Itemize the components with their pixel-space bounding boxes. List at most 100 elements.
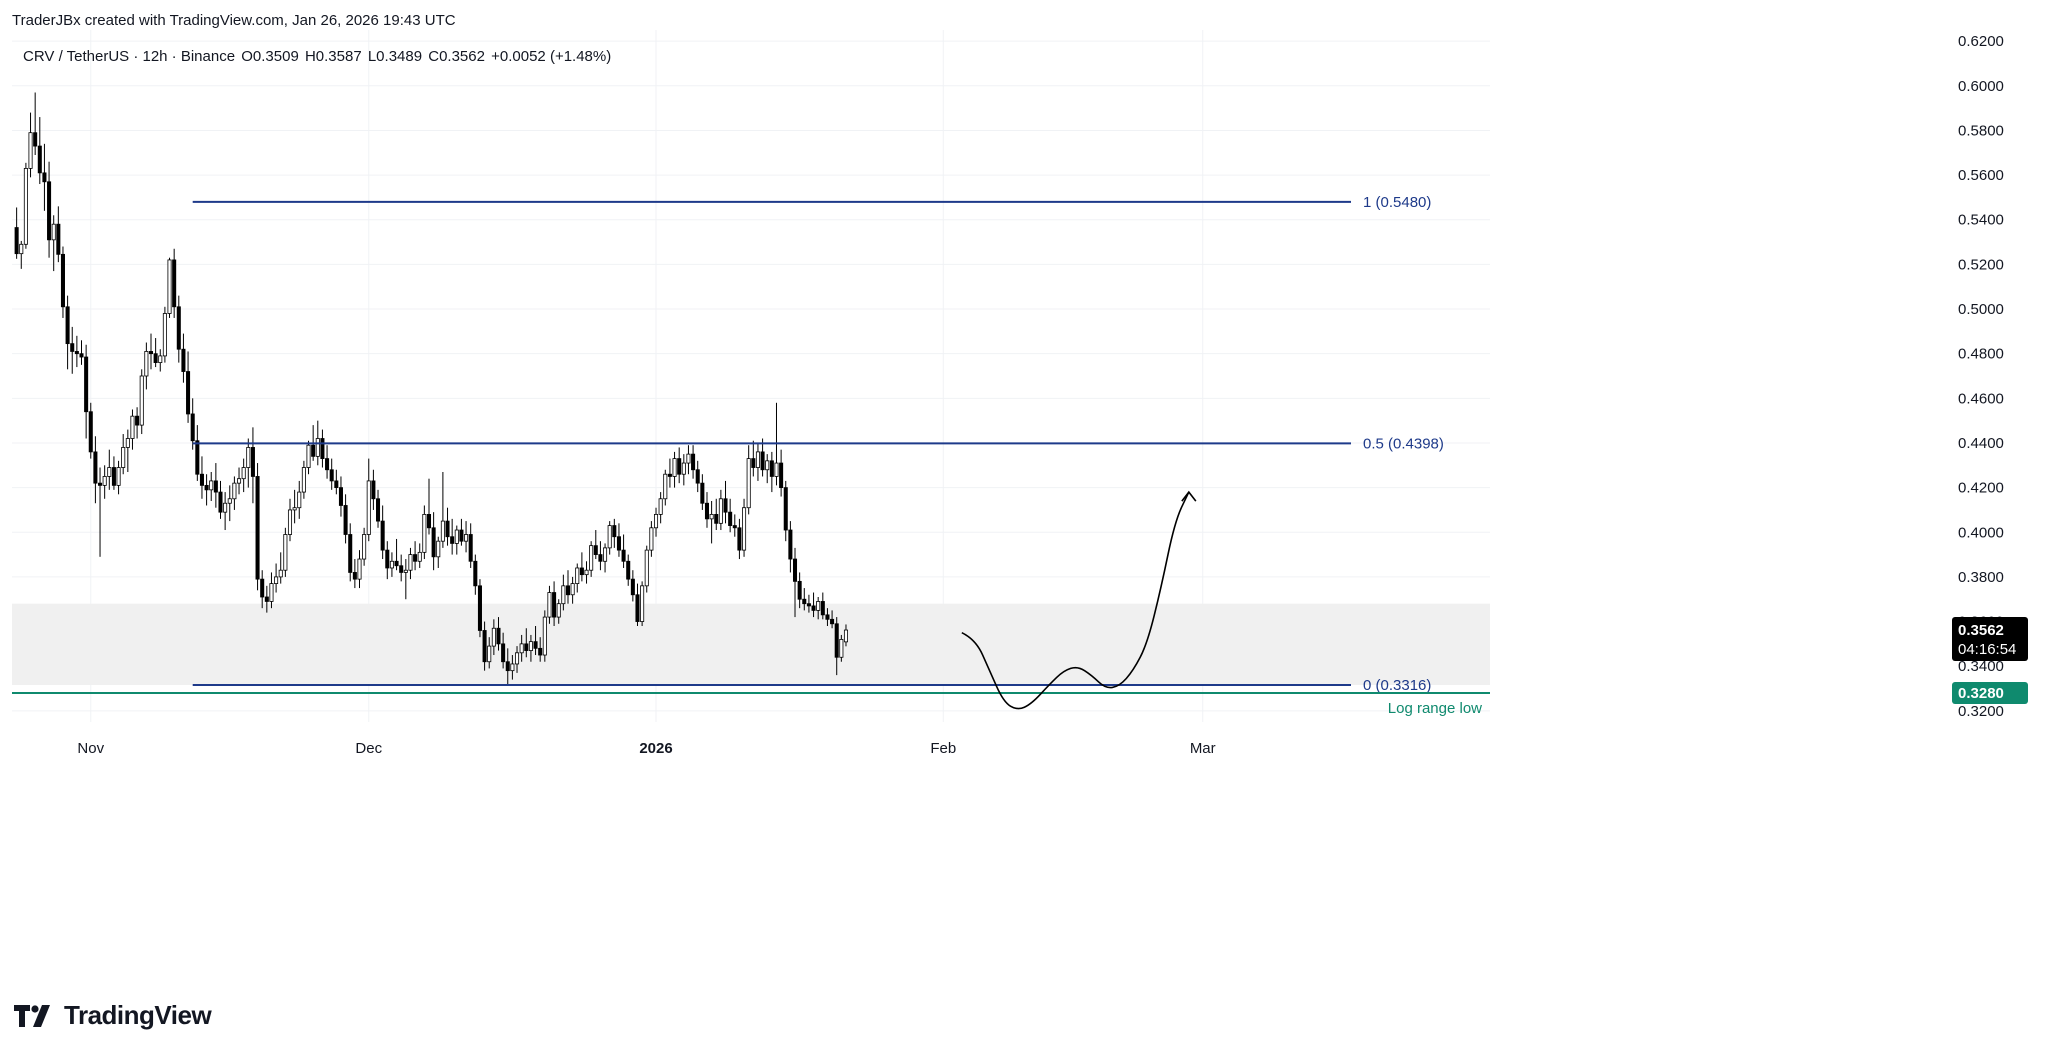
tradingview-brand[interactable]: TradingView [14,1000,212,1031]
candle-body [376,498,381,522]
candle-body [783,487,788,531]
range-band [12,603,1490,685]
candle-body [213,480,218,493]
candle-body [417,551,422,562]
candle-body [742,507,747,551]
candle-body [343,505,348,535]
price-axis[interactable]: 0.6200 0.6000 0.5800 0.5600 0.5400 0.5200 0.50… [1958,33,2004,720]
candle-body [125,438,130,448]
candle-body [348,534,353,573]
candle-body [598,554,603,562]
range-low-line: Log range low [12,691,1490,717]
candle-body [459,529,464,542]
candle-body [538,647,543,656]
candle-body [269,583,274,602]
candle-body [542,616,547,656]
candle-body [644,549,649,587]
candle-body [241,467,246,480]
candle-body [630,578,635,596]
price-tick-label: 0.3800 [1958,569,2004,586]
candle-body [811,605,816,611]
legend-open: O0.3509 [241,48,299,65]
candle-body [728,511,733,526]
price-tick-label: 0.5600 [1958,167,2004,184]
price-tick-label: 0.4400 [1958,435,2004,452]
candle-body [399,565,404,573]
candle-body [287,509,293,535]
price-tick-label: 0.5200 [1958,256,2004,273]
candle-body [329,469,334,482]
candle-body [190,413,195,442]
legend-close: C0.3562 [428,48,485,65]
candle-body [232,482,237,500]
candle-body [260,578,265,598]
projection-path [961,490,1197,710]
candle-body [306,444,311,468]
candle-body [565,585,571,596]
candle-body [510,663,515,672]
candle-body [223,502,228,513]
time-tick-label: Mar [1190,740,1216,757]
candle-body [47,181,52,241]
candle-body [528,641,533,651]
candle-body [389,560,394,569]
price-tick-label: 0.5000 [1958,301,2004,318]
candle-body [153,353,158,364]
time-axis[interactable]: Nov Dec 2026 Feb Mar [77,740,1215,757]
candle-body [431,527,436,558]
candle-body [362,534,367,560]
candle-body [413,554,418,562]
price-tick-label: 0.6000 [1958,78,2004,95]
candle-body [65,306,70,345]
candle-body [311,444,316,457]
candle-body [42,172,47,183]
candle-body [283,534,288,571]
candle-body [487,645,492,663]
candle-body [186,371,191,415]
candle-body [199,473,204,486]
candle-body [691,453,696,471]
candle-body [204,484,209,491]
candle-body [607,525,612,549]
candle-body [426,514,432,529]
candle-body [765,460,770,471]
candle-body [496,627,501,645]
candle-body [436,540,441,558]
candle-body [603,547,608,562]
price-tick-label: 0.4600 [1958,390,2004,407]
candle-body [501,643,506,663]
time-tick-label: Feb [930,740,956,757]
candle-body [380,520,385,551]
candle-body [292,507,297,511]
candle-body [552,592,557,618]
candle-body [334,480,339,489]
candle-body [162,313,167,357]
candle-body [274,576,279,584]
candle-body [167,259,172,314]
legend-low: L0.3489 [367,48,423,65]
candle-body [93,451,98,484]
candle-body [468,534,473,562]
range-low-value: 0.3280 [1958,685,2004,702]
candle-body [575,567,580,584]
legend-symbol[interactable]: CRV / TetherUS · 12h · Binance [23,48,236,65]
candle-body [547,592,552,618]
candle-body [593,545,598,555]
candle-body [640,585,645,622]
candle-body [98,482,103,486]
candle-body [635,594,640,622]
candle-body [626,560,631,580]
fib-levels: 1 (0.5480) 0.5 (0.4398) 0 (0.3316) [192,194,1444,694]
candle-body [385,549,390,569]
candle-body [473,560,478,587]
candle-body [454,529,459,544]
price-tick-label: 0.3200 [1958,703,2004,720]
candle-body [816,601,821,611]
candle-body [681,462,686,475]
candle-body [250,447,255,477]
chart-credit: TraderJBx created with TradingView.com, … [12,12,456,29]
price-tick-label: 0.3400 [1958,658,2004,675]
candle-body [139,375,144,426]
candle-body [338,487,343,506]
